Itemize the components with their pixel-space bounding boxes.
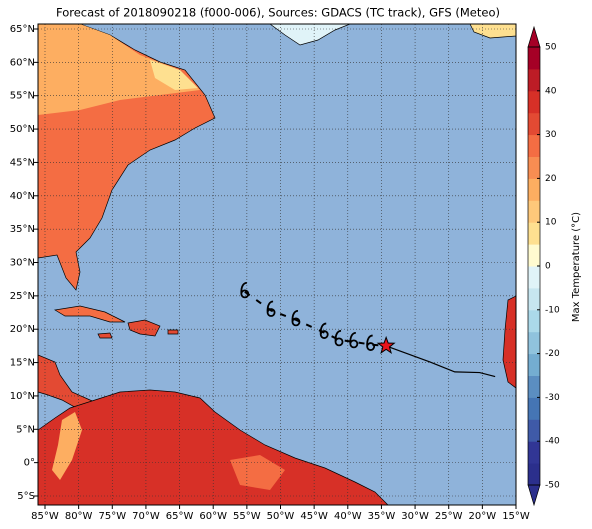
colorbar-tick-label: -20 [545, 349, 560, 359]
colorbar-tick-label: -50 [545, 481, 560, 491]
y-tick-label: 65°N [10, 24, 35, 35]
y-tick-label: 40°N [10, 191, 35, 202]
colorbar-segment [528, 309, 540, 333]
colorbar-label: Max Temperature (°C) [571, 212, 582, 322]
storm-symbol [319, 322, 329, 339]
current-position [376, 335, 396, 354]
colorbar-tick-label: 20 [545, 174, 557, 184]
colorbar-segment [528, 397, 540, 420]
x-tick-label: 50°W [267, 511, 295, 522]
north-america-cool [38, 24, 200, 115]
x-tick-label: 40°W [334, 511, 362, 522]
x-tick-label: 60°W [199, 511, 227, 522]
colorbar-extend-bottom [527, 484, 541, 507]
colorbar-segment [528, 441, 540, 464]
forecast-track [385, 345, 496, 378]
y-tick-label: 20°N [10, 324, 35, 335]
map-frame [37, 23, 517, 506]
colorbar-segment [528, 244, 540, 267]
y-tick-label: 0° [24, 458, 35, 469]
y-tick-label: 5°S [17, 491, 35, 502]
colorbar-segment [528, 68, 540, 92]
colorbar-tick-label: 40 [545, 86, 557, 96]
x-tick-label: 70°W [132, 511, 160, 522]
colorbar-segment [528, 200, 540, 223]
y-tick-label: 25°N [10, 291, 35, 302]
x-tick-label: 85°W [31, 511, 59, 522]
storm-symbol [349, 331, 359, 349]
colorbar-tick-label: 0 [545, 262, 551, 272]
colorbar-segment [528, 156, 540, 179]
colorbar-segment [528, 353, 540, 376]
colorbar-segment [528, 90, 540, 114]
colorbar-tick-label: -10 [545, 305, 560, 315]
map-area [38, 24, 516, 505]
colorbar-segment [528, 178, 540, 201]
storm-symbol [266, 300, 276, 317]
colorbar-tick-label: 50 [545, 43, 557, 53]
x-tick-label: 30°W [401, 511, 429, 522]
x-tick-label: 25°W [435, 511, 463, 522]
storm-symbol [240, 281, 250, 299]
highlands [230, 455, 285, 490]
y-tick-label: 35°N [10, 224, 35, 235]
y-tick-label: 55°N [10, 91, 35, 102]
iceland [469, 24, 516, 39]
past-track [244, 291, 387, 347]
y-tick-label: 10°N [10, 391, 35, 402]
colorbar-segment [528, 266, 540, 289]
x-tick-label: 80°W [65, 511, 93, 522]
x-tick-label: 65°W [166, 511, 194, 522]
colorbar-segment [528, 331, 540, 355]
x-tick-label: 75°W [98, 511, 126, 522]
colorbar-tick-label: 10 [545, 218, 557, 228]
colorbar-tick-label: -40 [545, 437, 560, 447]
north-america-cold [150, 60, 198, 90]
map-title: Forecast of 2018090218 (f000-006), Sourc… [56, 6, 500, 20]
x-tick-label: 15°W [502, 511, 530, 522]
y-tick-label: 60°N [10, 57, 35, 68]
colorbar-segment [528, 419, 540, 442]
hispaniola [127, 319, 161, 337]
colorbar-tick-label: 30 [545, 130, 557, 140]
y-tick-label: 50°N [10, 124, 35, 135]
x-tick-label: 45°W [300, 511, 328, 522]
colorbar-tick-label: -30 [545, 393, 560, 403]
colorbar-segment [528, 375, 540, 398]
x-tick-label: 35°W [368, 511, 396, 522]
y-tick-label: 45°N [10, 157, 35, 168]
colorbar-segment [528, 463, 540, 486]
colorbar-segment [528, 222, 540, 245]
colorbar-segment [528, 47, 540, 70]
storm-symbol [334, 329, 344, 347]
x-tick-label: 55°W [233, 511, 261, 522]
jamaica [97, 332, 113, 339]
cuba [53, 305, 126, 323]
colorbar-extend-top [527, 25, 541, 48]
y-tick-label: 5°N [16, 424, 35, 435]
colorbar-segment [528, 134, 540, 157]
storm-symbol [366, 334, 376, 351]
africa [502, 295, 516, 389]
storm-symbol [291, 309, 301, 327]
puerto-rico [167, 329, 179, 335]
y-tick-label: 15°N [10, 358, 35, 369]
colorbar-segment [528, 287, 540, 311]
y-tick-label: 30°N [10, 257, 35, 268]
colorbar-segment [528, 112, 540, 136]
x-tick-label: 20°W [469, 511, 497, 522]
